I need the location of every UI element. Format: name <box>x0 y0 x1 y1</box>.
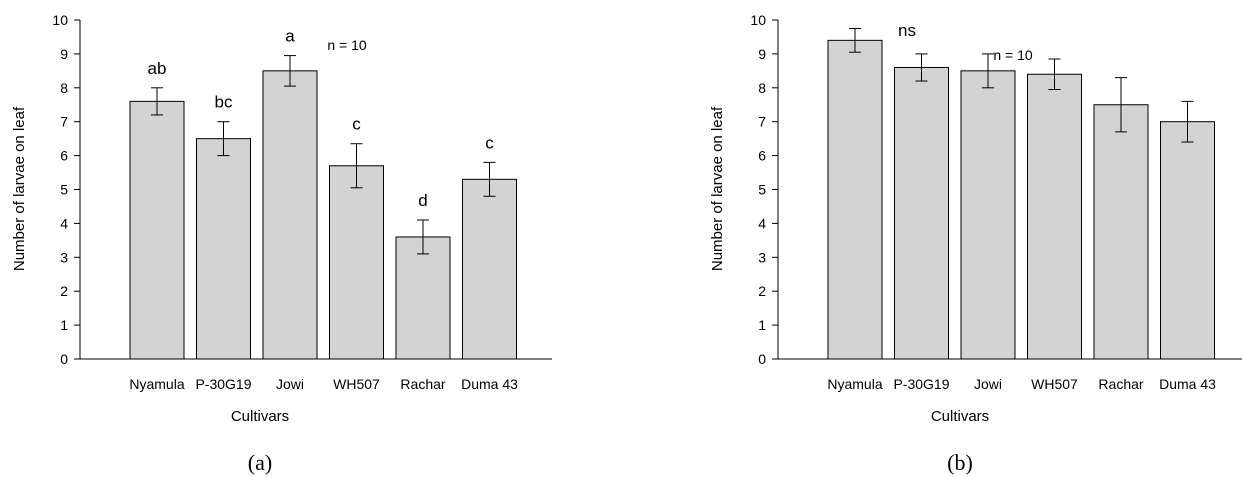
error-bar-a <box>217 121 230 157</box>
significance-letter-a: bc <box>215 93 233 112</box>
y-tick-label-a: 0 <box>60 351 68 367</box>
x-tick-label-a: Nyamula <box>129 376 184 392</box>
y-tick-label-a: 9 <box>60 46 68 62</box>
y-tick-label-a: 7 <box>60 114 68 130</box>
error-bar-b <box>1115 77 1127 133</box>
x-tick-label-a: WH507 <box>333 376 380 392</box>
bar-a <box>262 70 318 360</box>
bar-a <box>395 236 451 360</box>
y-tick-label-b: 4 <box>758 215 766 231</box>
error-bar-b <box>849 27 861 53</box>
error-bar-a <box>350 143 363 189</box>
panel-label-b: (b) <box>947 450 973 475</box>
sample-size-label-a: n = 10 <box>327 37 367 53</box>
panel-b: Number of larvae on leaf Cultivars (b) 0… <box>709 12 1242 475</box>
x-tick-label-a: Rachar <box>400 376 445 392</box>
x-tick-label-b: WH507 <box>1031 376 1078 392</box>
error-bar-b <box>982 53 994 89</box>
x-tick-label-a: P-30G19 <box>195 376 251 392</box>
error-bar-a <box>284 55 296 87</box>
x-tick-label-a: Duma 43 <box>461 376 518 392</box>
bar-a <box>462 178 517 360</box>
significance-letter-a: a <box>285 27 295 46</box>
bar-a <box>196 138 251 360</box>
y-tick-label-b: 3 <box>758 249 766 265</box>
significance-letter-a: d <box>418 191 427 210</box>
sample-size-label-b: n = 10 <box>993 47 1033 63</box>
y-tick-label-b: 1 <box>758 317 766 333</box>
error-bar-b <box>1048 58 1061 90</box>
error-bar-a <box>417 219 429 255</box>
y-tick-label-a: 1 <box>60 317 68 333</box>
bar-b <box>1160 121 1215 360</box>
bar-a <box>129 100 185 360</box>
panel-a: Number of larvae on leaf Cultivars (a) 0… <box>11 12 552 475</box>
x-axis-title-b: Cultivars <box>931 408 989 425</box>
y-tick-label-b: 8 <box>758 80 766 96</box>
y-tick-label-a: 2 <box>60 283 68 299</box>
x-tick-label-a: Jowi <box>276 376 304 392</box>
x-axis-title-a: Cultivars <box>231 408 289 425</box>
bar-b <box>1093 104 1149 360</box>
y-tick-label-a: 4 <box>60 215 68 231</box>
y-tick-label-b: 9 <box>758 46 766 62</box>
error-bar-a <box>483 161 496 197</box>
significance-letter-a: ab <box>148 59 167 78</box>
x-tick-label-b: Jowi <box>974 376 1002 392</box>
x-tick-label-b: P-30G19 <box>893 376 949 392</box>
significance-letter-a: c <box>352 115 361 134</box>
y-tick-label-b: 0 <box>758 351 766 367</box>
y-tick-label-b: 2 <box>758 283 766 299</box>
y-tick-label-b: 5 <box>758 182 766 198</box>
y-tick-label-b: 10 <box>750 12 766 28</box>
bar-b <box>960 70 1016 360</box>
x-tick-label-b: Nyamula <box>827 376 882 392</box>
bar-a <box>329 165 384 360</box>
error-bar-b <box>915 53 928 82</box>
y-axis-title-b: Number of larvae on leaf <box>709 106 726 271</box>
y-axis-title-a: Number of larvae on leaf <box>11 106 28 271</box>
bar-b <box>894 66 949 360</box>
significance-letter-a: c <box>485 133 494 152</box>
x-tick-label-b: Rachar <box>1098 376 1143 392</box>
y-tick-label-a: 3 <box>60 249 68 265</box>
bar-b <box>1027 73 1082 360</box>
panel-label-a: (a) <box>248 450 272 475</box>
error-bar-b <box>1181 100 1194 143</box>
y-tick-label-a: 10 <box>52 12 68 28</box>
y-tick-label-a: 8 <box>60 80 68 96</box>
x-tick-label-b: Duma 43 <box>1159 376 1216 392</box>
error-bar-a <box>151 87 163 116</box>
not-significant-label-b: ns <box>898 21 916 40</box>
y-tick-label-a: 5 <box>60 182 68 198</box>
y-tick-label-b: 7 <box>758 114 766 130</box>
bar-b <box>827 39 883 360</box>
y-tick-label-b: 6 <box>758 148 766 164</box>
y-tick-label-a: 6 <box>60 148 68 164</box>
